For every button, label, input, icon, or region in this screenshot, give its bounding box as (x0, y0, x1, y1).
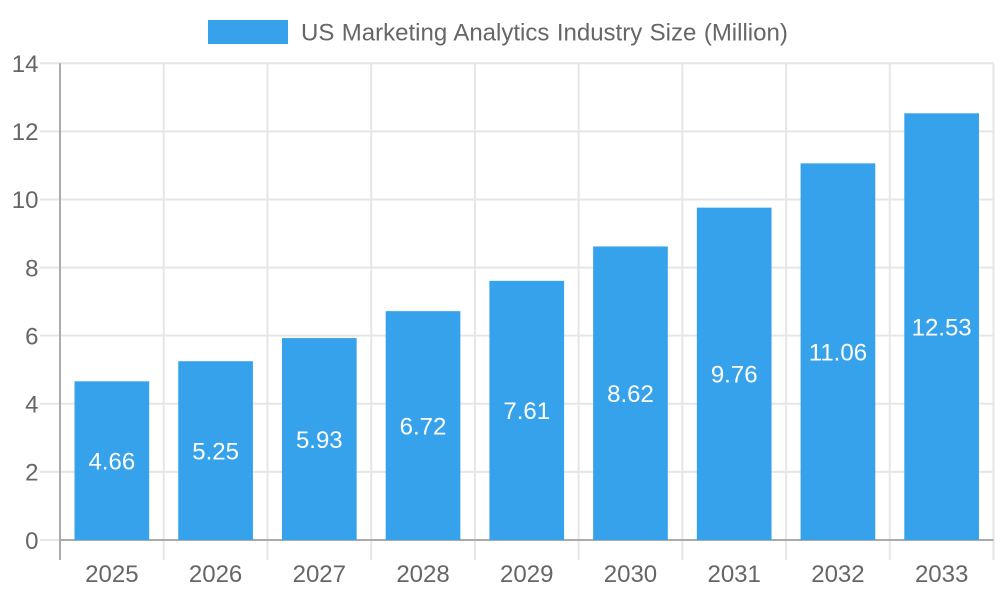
svg-text:7.61: 7.61 (503, 398, 550, 425)
svg-text:2025: 2025 (85, 561, 138, 588)
svg-text:8: 8 (25, 255, 38, 282)
svg-text:4: 4 (25, 392, 38, 419)
svg-text:12: 12 (12, 119, 39, 146)
svg-text:2: 2 (25, 460, 38, 487)
svg-text:2032: 2032 (811, 561, 864, 588)
svg-text:0: 0 (25, 528, 38, 555)
svg-text:5.93: 5.93 (296, 427, 343, 454)
svg-text:14: 14 (12, 51, 39, 78)
svg-text:6: 6 (25, 323, 38, 350)
svg-text:12.53: 12.53 (912, 314, 972, 341)
svg-text:4.66: 4.66 (89, 448, 136, 475)
svg-text:2029: 2029 (500, 561, 553, 588)
svg-text:2031: 2031 (707, 561, 760, 588)
svg-text:9.76: 9.76 (711, 362, 758, 389)
svg-text:8.62: 8.62 (607, 381, 654, 408)
svg-text:10: 10 (12, 187, 39, 214)
svg-text:2033: 2033 (915, 561, 968, 588)
svg-text:2026: 2026 (189, 561, 242, 588)
svg-text:5.25: 5.25 (192, 438, 239, 465)
svg-text:2030: 2030 (604, 561, 657, 588)
svg-text:US Marketing Analytics Industr: US Marketing Analytics Industry Size (Mi… (301, 20, 788, 47)
svg-text:2028: 2028 (396, 561, 449, 588)
svg-text:2027: 2027 (293, 561, 346, 588)
svg-text:11.06: 11.06 (809, 339, 867, 366)
svg-text:6.72: 6.72 (400, 413, 447, 440)
